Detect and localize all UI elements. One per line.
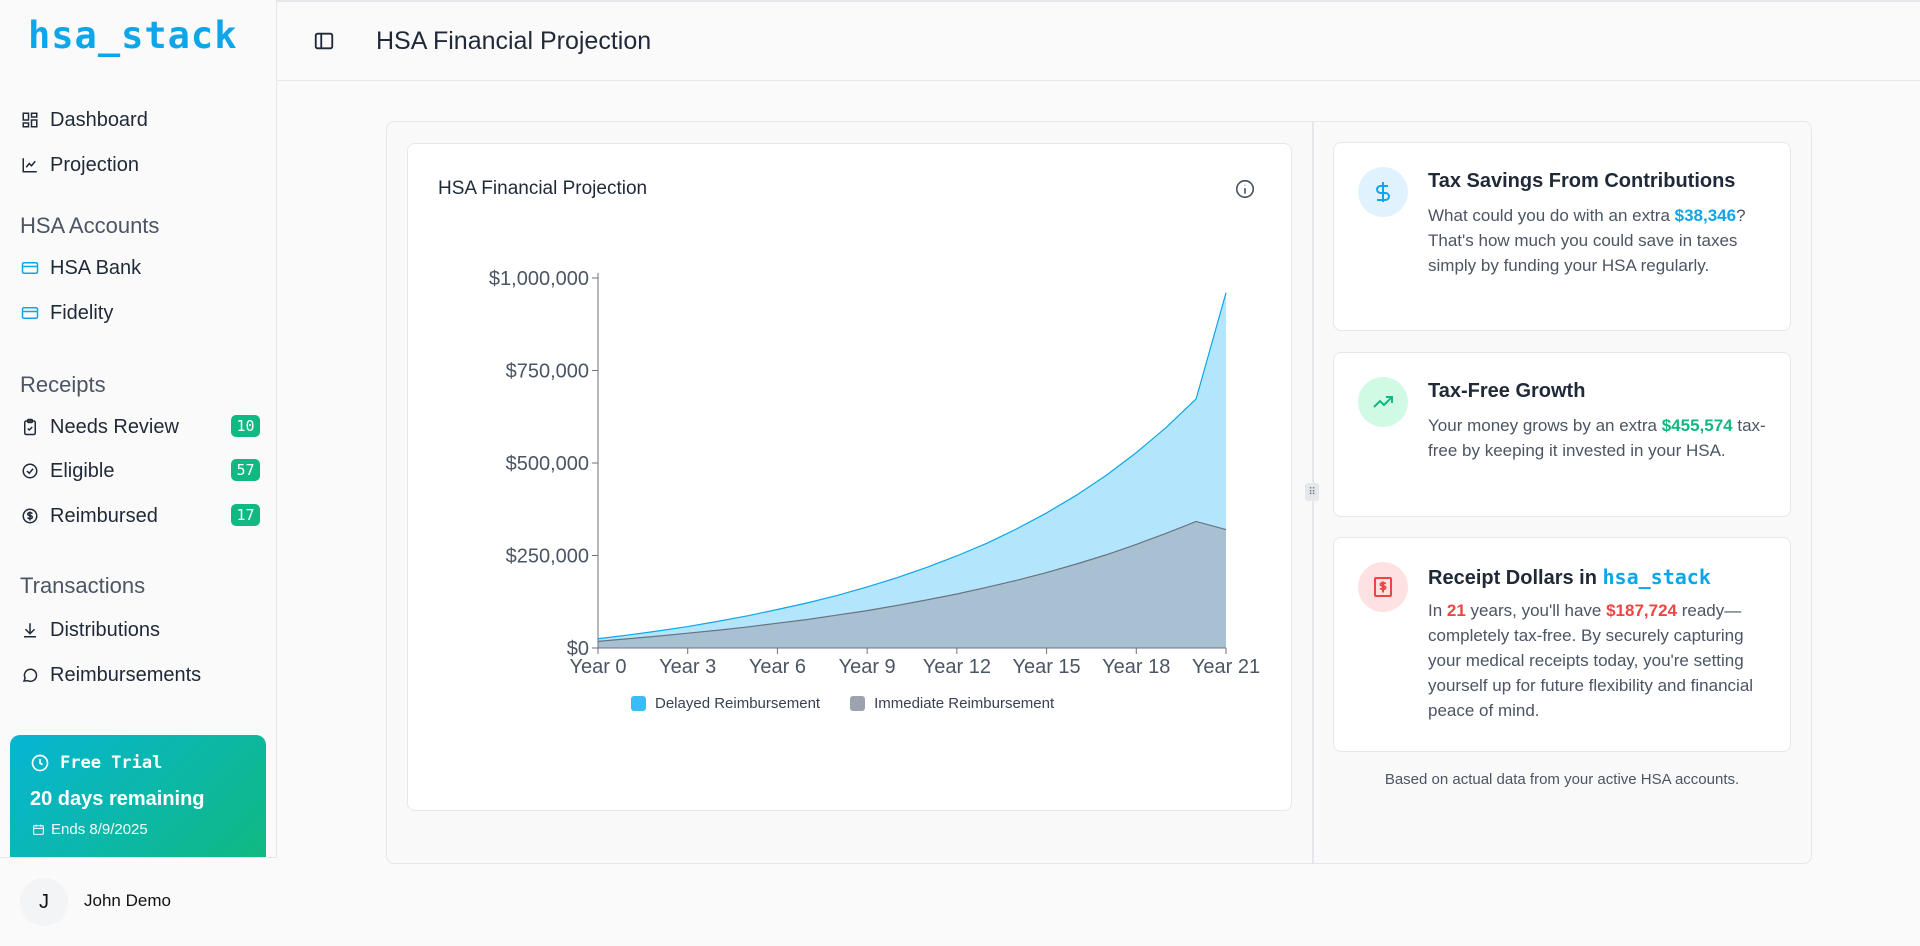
avatar[interactable]: J — [20, 878, 68, 926]
x-tick-label: Year 21 — [1192, 656, 1260, 678]
credit-card-icon — [20, 258, 40, 278]
dollar-icon — [1358, 167, 1408, 217]
legend-item-immediate[interactable]: Immediate Reimbursement — [850, 695, 1054, 712]
x-tick-label: Year 6 — [749, 656, 806, 678]
download-icon — [20, 620, 40, 640]
grid-icon — [20, 110, 40, 130]
calendar-icon — [33, 824, 44, 835]
projection-panel: HSA Financial Projection $0 $250,000 $500,… — [386, 121, 1812, 864]
sidebar-item-label: Projection — [50, 153, 139, 176]
page-title: HSA Financial Projection — [376, 27, 652, 55]
sidebar-item-dashboard[interactable]: Dashboard — [20, 103, 260, 137]
chart-card: HSA Financial Projection $0 $250,000 $500,… — [407, 143, 1292, 811]
check-circle-icon — [20, 461, 40, 481]
free-trial-banner[interactable]: Free Trial 20 days remaining Ends 8/9/20… — [10, 735, 266, 857]
series-line-0 — [597, 292, 1227, 640]
footnote: Based on actual data from your active HS… — [1384, 771, 1740, 788]
growth-amount: $455,574 — [1661, 416, 1733, 435]
card-body: What could you do with an extra $38,346?… — [1428, 206, 1746, 275]
resize-handle-icon[interactable]: ⠿ — [1305, 483, 1319, 501]
sidebar-item-projection[interactable]: Projection — [20, 148, 260, 182]
legend-swatch — [850, 696, 866, 711]
x-tick-label: Year 9 — [839, 656, 896, 678]
y-tick-label: $500,000 — [506, 453, 589, 475]
x-tick-label: Year 18 — [1102, 656, 1170, 678]
message-circle-icon — [20, 665, 40, 685]
credit-card-icon — [20, 303, 40, 323]
clock-icon — [31, 754, 49, 772]
card-body: Your money grows by an extra $455,574 ta… — [1428, 416, 1766, 460]
info-icon[interactable] — [1234, 178, 1256, 200]
sidebar-item-fidelity[interactable]: Fidelity — [20, 296, 260, 330]
sidebar-item-label: Distributions — [50, 618, 161, 641]
legend-item-delayed[interactable]: Delayed Reimbursement — [631, 695, 820, 712]
app-logo[interactable]: hsa_stack — [28, 14, 238, 57]
line-chart-icon — [20, 155, 40, 175]
chart-title: HSA Financial Projection — [438, 178, 648, 199]
sidebar-item-needs-review[interactable]: Needs Review 10 — [20, 410, 260, 444]
sidebar-item-reimbursed[interactable]: Reimbursed 17 — [20, 499, 260, 533]
series-line-1 — [597, 520, 1227, 642]
count-badge: 57 — [231, 459, 260, 481]
x-tick-label: Year 12 — [923, 656, 991, 678]
sidebar-item-label: Reimbursements — [50, 663, 202, 686]
receipt-amount: $187,724 — [1606, 601, 1677, 620]
trial-header: Free Trial — [30, 753, 162, 773]
count-badge: 10 — [231, 415, 260, 437]
y-tick-label: $1,000,000 — [489, 268, 589, 290]
clipboard-check-icon — [20, 417, 40, 437]
sidebar-item-label: Fidelity — [50, 301, 114, 324]
y-tick-label: $0 — [567, 638, 589, 660]
tax-free-growth-card: Tax-Free Growth Your money grows by an e… — [1333, 352, 1791, 517]
trial-title: Free Trial — [60, 753, 163, 773]
x-tick-label: Year 0 — [569, 656, 626, 678]
chart-legend: Delayed Reimbursement Immediate Reimburs… — [631, 695, 1084, 712]
trial-days-remaining: 20 days remaining — [30, 788, 205, 810]
card-title: Receipt Dollars in hsa_stack — [1428, 565, 1711, 589]
count-badge: 17 — [231, 504, 260, 526]
sidebar-item-label: HSA Bank — [50, 256, 142, 279]
years-value: 21 — [1446, 601, 1466, 620]
card-title: Tax-Free Growth — [1428, 380, 1586, 402]
series-area-0 — [598, 292, 1226, 648]
tax-savings-card: Tax Savings From Contributions What coul… — [1333, 142, 1791, 331]
sidebar-item-eligible[interactable]: Eligible 57 — [20, 454, 260, 488]
dollar-circle-icon — [20, 506, 40, 526]
sidebar-item-reimbursements[interactable]: Reimbursements — [20, 658, 260, 692]
receipt-dollars-card: Receipt Dollars in hsa_stack In 21 years… — [1333, 537, 1791, 752]
sidebar-item-label: Dashboard — [50, 108, 148, 131]
sidebar-toggle-icon[interactable] — [313, 30, 335, 52]
user-name: John Demo — [84, 891, 171, 910]
y-tick-label: $250,000 — [506, 546, 589, 568]
sidebar-item-label: Needs Review — [50, 415, 179, 438]
legend-swatch — [631, 696, 646, 711]
tax-savings-amount: $38,346 — [1674, 206, 1737, 225]
series-area-1 — [598, 521, 1226, 648]
projection-chart: $0 $250,000 $500,000 $750,000 $1,000,000 Year… — [489, 268, 1260, 678]
x-tick-label: Year 15 — [1012, 656, 1080, 678]
sidebar: hsa_stack Dashboard Projection HSA Accou… — [0, 0, 277, 946]
sidebar-item-distributions[interactable]: Distributions — [20, 613, 260, 647]
page-header: HSA Financial Projection — [277, 0, 1920, 81]
sidebar-item-label: Reimbursed — [50, 504, 158, 527]
trial-end-date: Ends 8/9/2025 — [32, 821, 148, 838]
trending-up-icon — [1358, 377, 1408, 427]
user-menu[interactable]: J John Demo — [0, 857, 277, 946]
section-title-receipts: Receipts — [20, 372, 106, 397]
x-tick-label: Year 3 — [659, 656, 716, 678]
sidebar-item-label: Eligible — [50, 459, 115, 482]
section-title-transactions: Transactions — [20, 573, 146, 598]
card-body: In 21 years, you'll have $187,724 ready—… — [1428, 601, 1754, 720]
section-title-accounts: HSA Accounts — [20, 213, 160, 238]
card-title: Tax Savings From Contributions — [1428, 170, 1736, 192]
receipt-icon — [1358, 562, 1408, 612]
sidebar-item-hsa-bank[interactable]: HSA Bank — [20, 251, 260, 285]
y-tick-label: $750,000 — [506, 361, 589, 383]
